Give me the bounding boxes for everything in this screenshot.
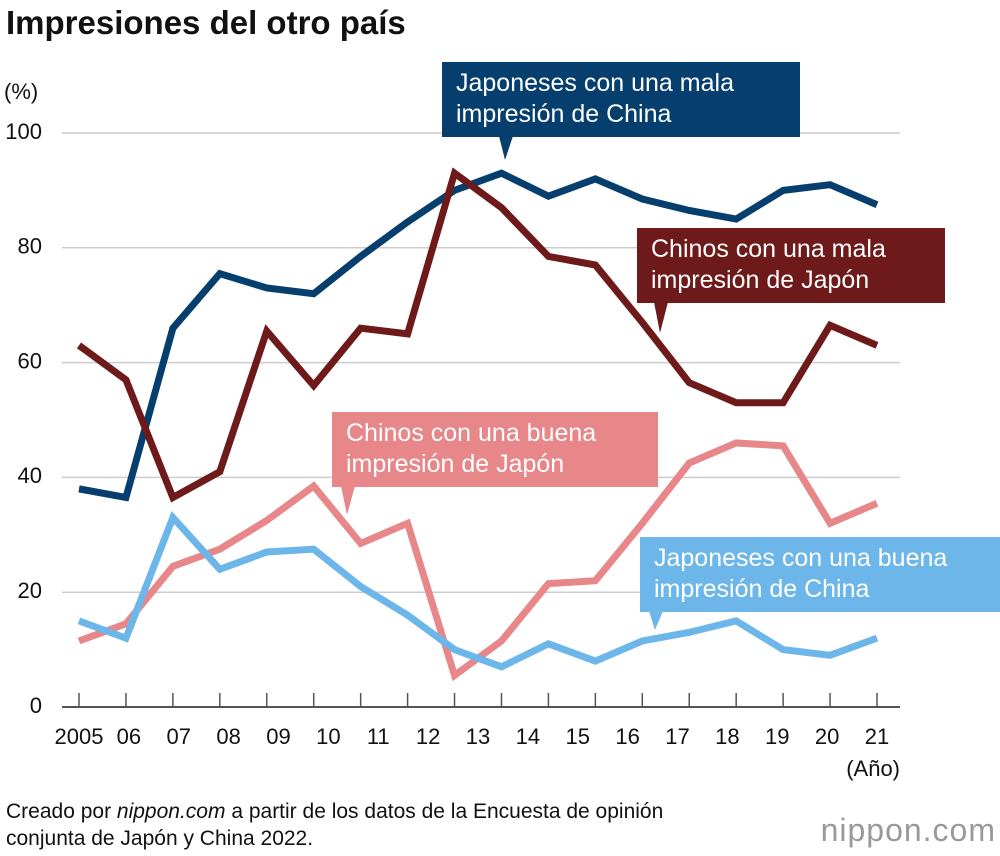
series-line xyxy=(76,167,879,503)
x-tick-label: 15 xyxy=(566,724,590,749)
y-tick-label: 0 xyxy=(30,693,42,718)
x-tick-label: 2005 xyxy=(55,724,104,749)
legend-pointer xyxy=(649,611,663,630)
legend-pointer xyxy=(499,136,513,160)
series-line xyxy=(77,511,879,671)
legend-entry: Chinos con una mala impresión de Japón xyxy=(637,228,945,303)
x-tick-label: 19 xyxy=(765,724,789,749)
y-tick-label: 60 xyxy=(18,348,42,373)
series-line xyxy=(78,169,879,502)
y-axis-label: (%) xyxy=(4,79,38,104)
legend-entry: Japoneses con una mala impresión de Chin… xyxy=(442,62,800,137)
x-axis-label: (Año) xyxy=(846,756,900,781)
logo: nippon.com xyxy=(820,812,996,848)
y-tick-label: 80 xyxy=(18,234,42,259)
x-tick-label: 06 xyxy=(117,724,141,749)
y-tick-label: 20 xyxy=(18,578,42,603)
x-tick-label: 08 xyxy=(216,724,240,749)
legend-entry: Japoneses con una buena impresión de Chi… xyxy=(640,537,1000,612)
x-tick-label: 11 xyxy=(367,724,390,749)
x-tick-label: 07 xyxy=(167,724,191,749)
x-tick-label: 20 xyxy=(815,724,839,749)
x-tick-label: 10 xyxy=(316,724,340,749)
x-tick-label: 12 xyxy=(416,724,440,749)
legend-pointer xyxy=(654,302,668,333)
x-tick-label: 09 xyxy=(266,724,290,749)
x-tick-label: 16 xyxy=(615,724,639,749)
source-text: a partir de los datos de la Encuesta de … xyxy=(6,800,664,850)
y-tick-label: 100 xyxy=(5,119,42,144)
legend-entry: Chinos con una buena impresión de Japón xyxy=(332,412,658,487)
x-tick-label: 18 xyxy=(715,724,739,749)
x-tick-label: 17 xyxy=(665,724,689,749)
x-tick-label: 21 xyxy=(865,724,889,749)
source-text: Creado por xyxy=(6,800,117,823)
legend-pointer xyxy=(341,486,355,515)
y-tick-label: 40 xyxy=(18,463,42,488)
source-text: nippon.com xyxy=(116,800,226,823)
x-tick-label: 14 xyxy=(516,724,540,749)
x-tick-label: 13 xyxy=(466,724,490,749)
source-note: Creado por nippon.com a partir de los da… xyxy=(6,798,726,852)
chart-title: Impresiones del otro país xyxy=(6,4,406,41)
